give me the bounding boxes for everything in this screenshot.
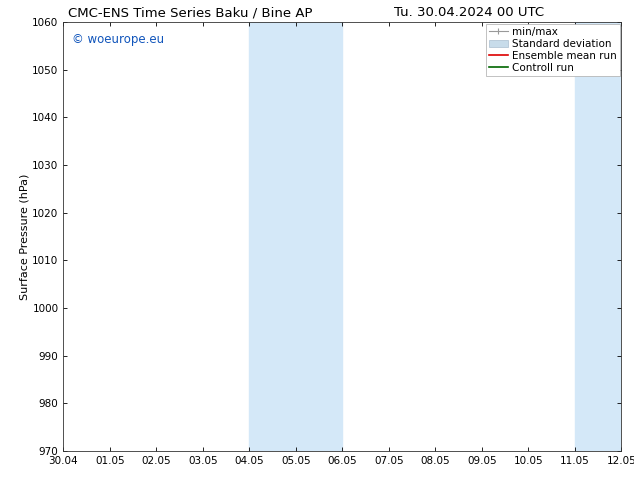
Legend: min/max, Standard deviation, Ensemble mean run, Controll run: min/max, Standard deviation, Ensemble me… — [486, 24, 620, 76]
Bar — [575, 22, 621, 451]
Text: CMC-ENS Time Series Baku / Bine AP: CMC-ENS Time Series Baku / Bine AP — [68, 6, 313, 20]
Text: Tu. 30.04.2024 00 UTC: Tu. 30.04.2024 00 UTC — [394, 6, 544, 20]
Y-axis label: Surface Pressure (hPa): Surface Pressure (hPa) — [20, 173, 30, 299]
Bar — [249, 22, 342, 451]
Text: © woeurope.eu: © woeurope.eu — [72, 33, 164, 46]
